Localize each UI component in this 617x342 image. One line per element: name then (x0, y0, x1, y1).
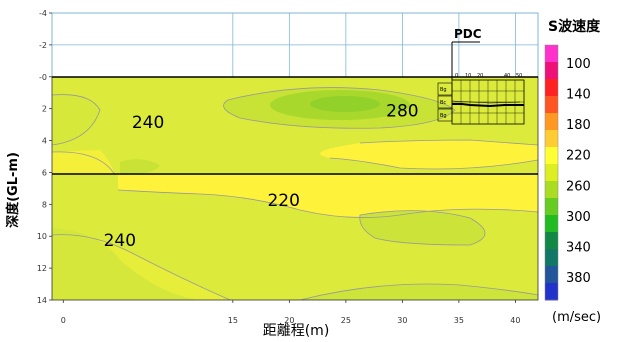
legend-color-swatch (545, 266, 558, 284)
pdc-profile (452, 103, 524, 108)
contour-isolines (52, 87, 538, 300)
y-tick-label: -0 (39, 73, 47, 82)
pdc-row-label: Bg (440, 113, 447, 119)
contour-value-label: 280 (386, 102, 418, 122)
legend-label: 260 (566, 179, 591, 194)
y-tick-label: 2 (42, 105, 47, 114)
y-tick-label: 12 (37, 264, 47, 273)
pdc-scale-label: 50 (516, 73, 522, 79)
x-axis-ticks: 0 15 20 25 30 35 40 (61, 300, 520, 325)
contour-value-label: 240 (132, 113, 164, 133)
legend-title: S波速度 (548, 18, 601, 35)
contour-zone-240-left (52, 94, 100, 145)
legend-color-swatch (545, 249, 558, 267)
legend-color-swatch (545, 283, 558, 301)
x-tick-label: 15 (228, 316, 238, 325)
x-axis-label: 距離程(m) (263, 322, 330, 339)
pdc-inset: PDC 0 10 20 40 50 Bg Bc Bg (437, 27, 525, 125)
y-tick-label: -2 (39, 41, 47, 50)
legend-label: 140 (566, 88, 591, 103)
legend-color-swatch (545, 45, 558, 63)
y-tick-label: 10 (37, 232, 47, 241)
pdc-scale-label: 40 (504, 73, 510, 79)
x-tick-label: 35 (454, 316, 464, 325)
grid-lines (52, 13, 538, 77)
legend-unit: (m/sec) (552, 310, 601, 325)
pdc-scale-label: 0 (455, 73, 458, 79)
legend-color-swatch (545, 215, 558, 233)
legend: S波速度 100 140 180 220 260 300 340 380 (m/sec) (544, 18, 601, 325)
y-axis-label: 深度(GL-m) (5, 152, 21, 228)
y-tick-label: 8 (42, 200, 47, 209)
legend-bar-frame (544, 44, 559, 301)
contour-zone-220-middle (118, 175, 538, 218)
contour-zone-280-center (310, 96, 380, 112)
legend-color-swatch (545, 147, 558, 165)
legend-label: 300 (566, 210, 591, 225)
y-tick-label: 4 (42, 137, 47, 146)
legend-color-swatch (545, 96, 558, 114)
y-tick-label: 14 (37, 296, 47, 305)
legend-label: 220 (566, 149, 591, 164)
pdc-grid-lines (452, 80, 524, 124)
contour-zone-260-bottom-left (52, 228, 200, 300)
pdc-scale-labels: 0 10 20 40 50 (455, 73, 522, 79)
legend-color-bar (544, 44, 559, 301)
pdc-row-label: Bg (440, 87, 447, 93)
pdc-row-labels: Bg Bc Bg (440, 87, 447, 119)
pdc-row-label: Bc (440, 100, 446, 106)
x-tick-label: 40 (510, 316, 520, 325)
legend-color-swatch (545, 181, 558, 199)
pdc-scale-label: 10 (465, 73, 471, 79)
pdc-scale-label: 20 (477, 73, 483, 79)
x-tick-label: 30 (397, 316, 407, 325)
legend-label: 100 (566, 57, 591, 72)
x-tick-label: 25 (341, 316, 351, 325)
contour-zone-260-bottom-right (300, 284, 538, 300)
contour-value-label: 220 (267, 191, 299, 211)
y-axis-ticks: -4 -2 -0 2 4 6 8 10 12 14 (37, 9, 52, 305)
contour-value-label: 240 (104, 231, 136, 251)
legend-color-swatch (545, 130, 558, 148)
pdc-title: PDC (454, 27, 482, 41)
legend-color-swatch (545, 164, 558, 182)
x-tick-label: 20 (284, 316, 294, 325)
legend-color-swatch (545, 62, 558, 80)
contour-zone-220-left-strip (52, 150, 115, 175)
contour-zone-260-right-low (359, 210, 485, 245)
contour-zone-240-small (120, 159, 160, 175)
legend-labels: 100 140 180 220 260 300 340 380 (566, 57, 591, 286)
contour-labels: 240 280 220 240 (104, 102, 419, 251)
contour-zone-220-right (320, 140, 538, 169)
legend-label: 380 (566, 271, 591, 286)
legend-label: 340 (566, 240, 591, 255)
legend-color-swatch (545, 232, 558, 250)
legend-color-swatch (545, 79, 558, 97)
y-tick-label: -4 (39, 9, 47, 18)
legend-color-swatch (545, 113, 558, 131)
legend-color-swatch (545, 198, 558, 216)
legend-label: 180 (566, 118, 591, 133)
x-tick-label: 0 (61, 316, 66, 325)
y-tick-label: 6 (42, 168, 47, 177)
contour-field (52, 77, 538, 300)
